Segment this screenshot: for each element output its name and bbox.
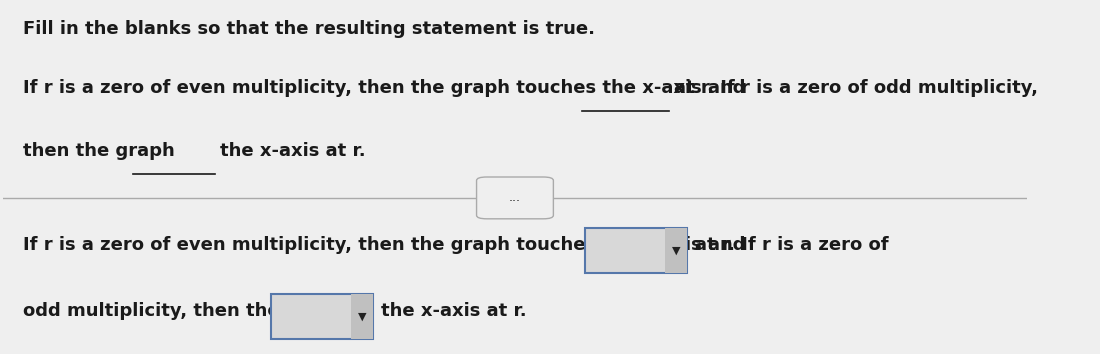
Text: at r. If r is a zero of: at r. If r is a zero of	[695, 236, 889, 254]
FancyBboxPatch shape	[585, 228, 688, 273]
Text: ▼: ▼	[358, 312, 366, 321]
Text: If r is a zero of even multiplicity, then the graph touches the x-axis and: If r is a zero of even multiplicity, the…	[23, 236, 746, 254]
Text: ▼: ▼	[672, 245, 680, 255]
Text: If r is a zero of even multiplicity, then the graph touches the x-axis and: If r is a zero of even multiplicity, the…	[23, 79, 746, 97]
Text: ...: ...	[509, 192, 521, 204]
Text: at r. If r is a zero of odd multiplicity,: at r. If r is a zero of odd multiplicity…	[674, 79, 1038, 97]
FancyBboxPatch shape	[351, 294, 373, 339]
Text: then the graph: then the graph	[23, 142, 175, 160]
FancyBboxPatch shape	[271, 294, 373, 339]
Text: the x-axis at r.: the x-axis at r.	[220, 142, 366, 160]
Text: Fill in the blanks so that the resulting statement is true.: Fill in the blanks so that the resulting…	[23, 20, 595, 38]
Text: the x-axis at r.: the x-axis at r.	[382, 302, 527, 320]
FancyBboxPatch shape	[664, 228, 688, 273]
FancyBboxPatch shape	[476, 177, 553, 219]
Text: odd multiplicity, then the graph: odd multiplicity, then the graph	[23, 302, 345, 320]
